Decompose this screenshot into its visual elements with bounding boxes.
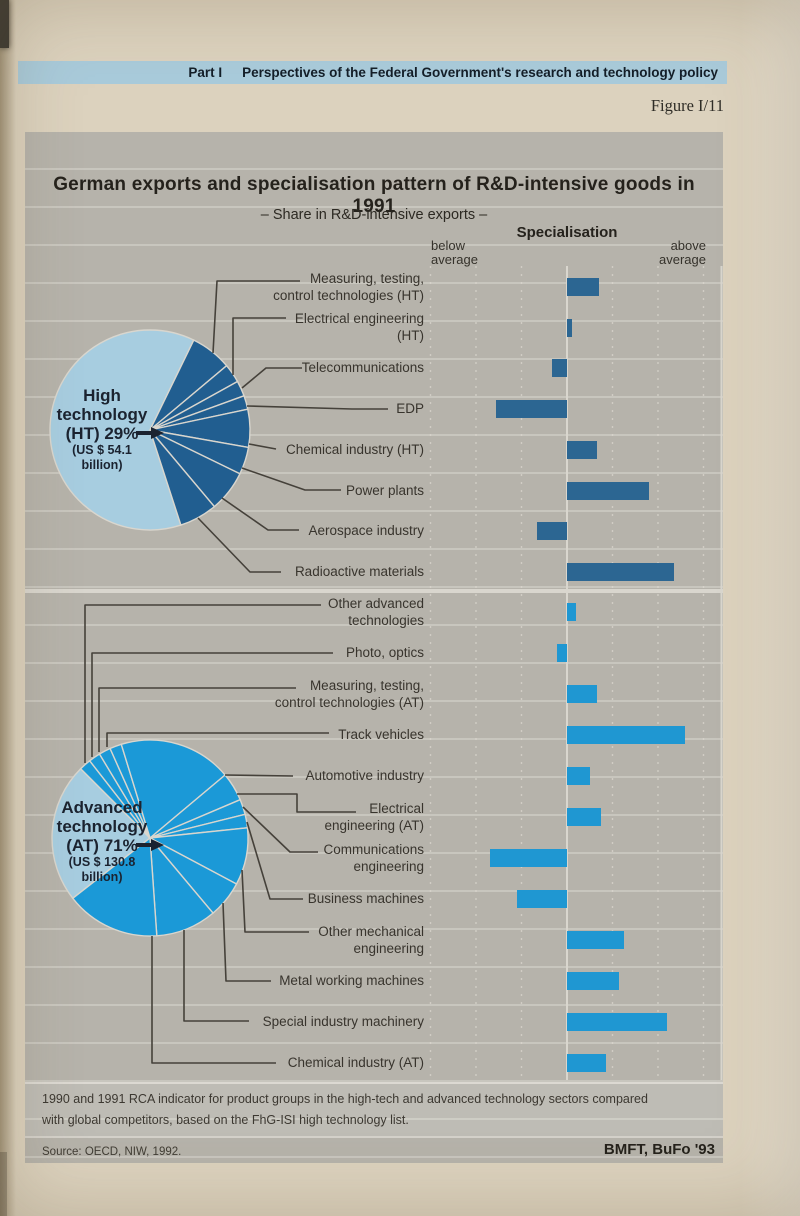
part-label: Part I xyxy=(188,65,223,80)
specialisation-bar xyxy=(567,1054,606,1072)
high-technology-center-label: High technology (HT) 29% (US $ 54.1 billion) xyxy=(56,386,148,472)
specialisation-bar xyxy=(567,481,649,500)
below-average-label: below average xyxy=(431,238,478,267)
specialisation-bar xyxy=(567,318,572,337)
specialisation-bar xyxy=(567,972,620,990)
scan-artifact-mark xyxy=(0,0,9,48)
bar-row-label: Telecommunications xyxy=(301,360,424,376)
specialisation-bar xyxy=(567,603,577,621)
footnote: 1990 and 1991 RCA indicator for product … xyxy=(42,1092,648,1127)
bar-row-label: Measuring, testing, control technologies … xyxy=(273,270,424,303)
specialisation-bar xyxy=(567,1013,668,1031)
page-edge-highlight xyxy=(740,0,800,1216)
bar-row-label: Measuring, testing, control technologies … xyxy=(274,677,424,710)
figure-reference: Figure I/11 xyxy=(650,96,724,115)
specialisation-bar xyxy=(489,849,567,867)
specialisation-bar xyxy=(516,890,567,908)
figure-panel xyxy=(25,132,723,1163)
scan-artifact-mark-bottom xyxy=(0,1152,7,1216)
specialisation-bar xyxy=(567,931,624,949)
bar-row-label: Business machines xyxy=(307,891,424,906)
bar-row-label: Communications engineering xyxy=(323,841,424,874)
page-edge-shadow xyxy=(0,0,16,1216)
specialisation-bar xyxy=(537,522,567,541)
figure-subtitle: – Share in R&D-intensive exports – xyxy=(260,207,488,223)
specialisation-bar xyxy=(567,685,597,703)
credit-label: BMFT, BuFo '93 xyxy=(603,1141,715,1158)
bar-row-label: Special industry machinery xyxy=(262,1014,424,1029)
bar-row-label: Electrical engineering (HT) xyxy=(294,311,424,344)
advanced-technology-center-label: Advanced technology (AT) 71% (US $ 130.8 bil… xyxy=(56,798,148,884)
specialisation-bar xyxy=(551,359,567,378)
specialisation-bar xyxy=(567,440,597,459)
specialisation-bar xyxy=(567,726,686,744)
bar-row-label: EDP xyxy=(396,401,424,417)
specialisation-bar xyxy=(567,808,602,826)
bar-row-label: Automotive industry xyxy=(305,768,424,783)
bar-row-label: Other mechanical engineering xyxy=(318,923,424,956)
bar-row-label: Chemical industry (HT) xyxy=(285,441,424,457)
bar-row-label: Track vehicles xyxy=(338,727,424,742)
specialisation-header: Specialisation xyxy=(516,224,618,241)
figure-title: German exports and specialisation patter… xyxy=(53,174,695,217)
specialisation-bar xyxy=(567,562,674,581)
source-label: Source: OECD, NIW, 1992. xyxy=(42,1146,182,1158)
bar-row-label: Other advanced technologies xyxy=(327,595,424,628)
bar-row-label: Power plants xyxy=(345,482,424,498)
specialisation-bar xyxy=(556,644,567,662)
specialisation-bar xyxy=(567,278,599,296)
bar-row-label: Aerospace industry xyxy=(308,523,424,539)
above-average-label: above average xyxy=(659,238,706,267)
bar-row-label: Chemical industry (AT) xyxy=(287,1055,424,1070)
part-header-band: Part I Perspectives of the Federal Gover… xyxy=(18,61,727,84)
specialisation-bar xyxy=(567,767,590,785)
bar-row-label: Electrical engineering (AT) xyxy=(324,800,424,833)
bar-row-label: Photo, optics xyxy=(345,645,424,660)
specialisation-bar xyxy=(496,400,567,419)
part-title: Perspectives of the Federal Government's… xyxy=(242,65,718,80)
bar-row-label: Metal working machines xyxy=(279,973,424,988)
bar-row-label: Radioactive materials xyxy=(294,563,424,579)
